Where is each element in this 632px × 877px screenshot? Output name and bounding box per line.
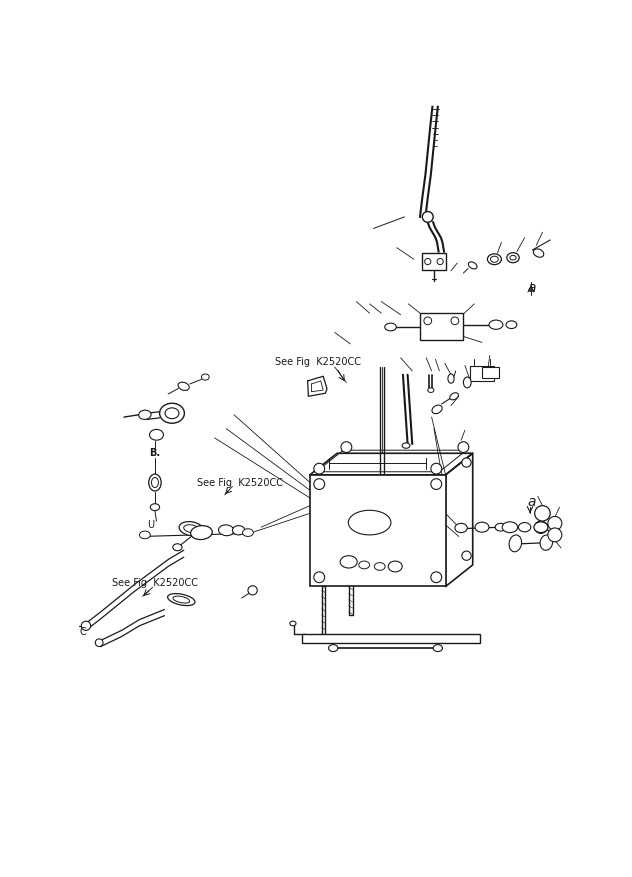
Ellipse shape bbox=[184, 524, 199, 532]
Ellipse shape bbox=[455, 524, 467, 532]
Bar bbox=[470, 366, 494, 381]
Circle shape bbox=[424, 317, 432, 324]
Ellipse shape bbox=[191, 525, 212, 539]
Ellipse shape bbox=[490, 256, 498, 262]
Ellipse shape bbox=[506, 321, 517, 329]
Circle shape bbox=[431, 479, 442, 489]
Circle shape bbox=[458, 442, 469, 453]
Ellipse shape bbox=[507, 253, 520, 263]
Circle shape bbox=[462, 551, 471, 560]
Text: a: a bbox=[527, 282, 535, 296]
Ellipse shape bbox=[448, 374, 454, 383]
Circle shape bbox=[535, 506, 550, 521]
Ellipse shape bbox=[463, 377, 471, 388]
Ellipse shape bbox=[165, 408, 179, 418]
Text: U: U bbox=[147, 520, 154, 530]
Circle shape bbox=[535, 521, 547, 533]
Ellipse shape bbox=[152, 478, 159, 488]
Circle shape bbox=[95, 638, 103, 646]
Ellipse shape bbox=[540, 535, 552, 550]
Ellipse shape bbox=[290, 621, 296, 626]
Bar bbox=[420, 313, 463, 340]
Circle shape bbox=[431, 572, 442, 582]
Circle shape bbox=[451, 317, 459, 324]
Bar bbox=[310, 474, 446, 587]
Ellipse shape bbox=[173, 544, 182, 551]
Ellipse shape bbox=[178, 382, 189, 390]
Circle shape bbox=[425, 259, 431, 265]
Ellipse shape bbox=[348, 510, 391, 535]
Ellipse shape bbox=[243, 529, 253, 537]
Ellipse shape bbox=[219, 524, 234, 536]
Bar bbox=[422, 253, 446, 270]
Ellipse shape bbox=[149, 474, 161, 491]
Ellipse shape bbox=[509, 535, 521, 552]
Ellipse shape bbox=[432, 405, 442, 414]
Text: See Fig  K2520CC: See Fig K2520CC bbox=[112, 578, 198, 588]
Ellipse shape bbox=[179, 522, 204, 536]
Circle shape bbox=[422, 211, 433, 222]
Ellipse shape bbox=[329, 645, 338, 652]
Circle shape bbox=[314, 572, 325, 582]
Bar bbox=[302, 634, 480, 644]
Bar bbox=[482, 367, 499, 378]
Ellipse shape bbox=[388, 561, 402, 572]
Circle shape bbox=[547, 521, 559, 533]
Ellipse shape bbox=[450, 393, 458, 400]
Circle shape bbox=[431, 463, 442, 474]
Text: a: a bbox=[527, 495, 535, 509]
Ellipse shape bbox=[173, 596, 190, 603]
Ellipse shape bbox=[468, 262, 477, 269]
Ellipse shape bbox=[150, 430, 164, 440]
Ellipse shape bbox=[138, 410, 151, 419]
Ellipse shape bbox=[402, 443, 410, 448]
Circle shape bbox=[314, 479, 325, 489]
Ellipse shape bbox=[202, 374, 209, 380]
Ellipse shape bbox=[150, 503, 160, 510]
Circle shape bbox=[248, 586, 257, 595]
Ellipse shape bbox=[428, 388, 434, 392]
Ellipse shape bbox=[167, 594, 195, 606]
Circle shape bbox=[341, 442, 352, 453]
Ellipse shape bbox=[495, 524, 506, 531]
Ellipse shape bbox=[233, 525, 245, 535]
Circle shape bbox=[548, 517, 562, 531]
Ellipse shape bbox=[475, 522, 489, 532]
Circle shape bbox=[82, 621, 90, 631]
Ellipse shape bbox=[340, 556, 357, 568]
Circle shape bbox=[314, 463, 325, 474]
Text: C: C bbox=[79, 627, 86, 637]
Circle shape bbox=[437, 259, 443, 265]
Ellipse shape bbox=[359, 561, 370, 569]
Ellipse shape bbox=[489, 320, 503, 329]
Ellipse shape bbox=[534, 522, 548, 532]
Ellipse shape bbox=[140, 531, 150, 538]
Ellipse shape bbox=[374, 563, 385, 570]
Text: B.: B. bbox=[149, 448, 160, 459]
Text: See Fig  K2520CC: See Fig K2520CC bbox=[275, 357, 361, 367]
Circle shape bbox=[548, 528, 562, 542]
Text: See Fig  K2520CC: See Fig K2520CC bbox=[197, 478, 283, 488]
Ellipse shape bbox=[510, 255, 516, 260]
Ellipse shape bbox=[487, 253, 501, 265]
Circle shape bbox=[462, 458, 471, 467]
Ellipse shape bbox=[160, 403, 185, 424]
Ellipse shape bbox=[518, 523, 531, 531]
Ellipse shape bbox=[385, 323, 396, 331]
Ellipse shape bbox=[502, 522, 518, 532]
Ellipse shape bbox=[533, 249, 544, 257]
Ellipse shape bbox=[433, 645, 442, 652]
